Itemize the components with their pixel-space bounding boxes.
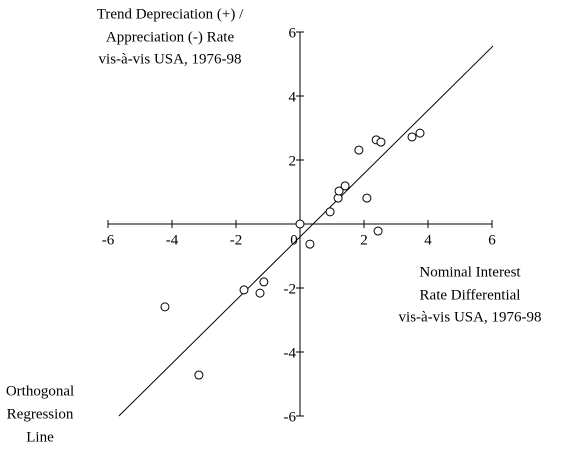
- line-label: Line: [26, 429, 54, 445]
- point: [255, 288, 265, 298]
- x-axis-label: vis-à-vis USA, 1976-98: [399, 309, 542, 325]
- point: [340, 181, 350, 191]
- point: [160, 302, 170, 312]
- point: [194, 370, 204, 380]
- x-axis-label: Nominal Interest: [419, 264, 521, 280]
- point: [334, 186, 344, 196]
- point: [325, 207, 335, 217]
- y-tick-label: -4: [284, 345, 297, 361]
- y-tick-label: -2: [284, 281, 297, 297]
- x-tick-label: 0: [290, 232, 298, 248]
- y-tick-label: -6: [284, 409, 297, 425]
- regression-line: [118, 45, 494, 417]
- y-axis-label: vis-à-vis USA, 1976-98: [99, 51, 242, 67]
- x-tick-label: -4: [166, 232, 179, 248]
- point: [415, 128, 425, 138]
- point: [305, 239, 315, 249]
- y-tick-label: 2: [289, 153, 297, 169]
- line-label: Regression: [7, 406, 74, 422]
- y-tick-label: 4: [289, 89, 297, 105]
- y-axis-label: Trend Depreciation (+) /: [97, 6, 244, 22]
- x-tick-label: 6: [488, 232, 496, 248]
- x-axis-label: Rate Differential: [420, 287, 521, 303]
- x-tick-label: 2: [360, 232, 368, 248]
- point: [295, 219, 305, 229]
- point: [354, 145, 364, 155]
- point: [362, 193, 372, 203]
- y-axis-label: Appreciation (-) Rate: [106, 29, 235, 45]
- point: [407, 132, 417, 142]
- point: [259, 277, 269, 287]
- x-tick-label: -6: [102, 232, 115, 248]
- x-tick-label: -2: [230, 232, 243, 248]
- point: [239, 285, 249, 295]
- point: [373, 226, 383, 236]
- line-label: Orthogonal: [6, 383, 74, 399]
- x-tick-label: 4: [424, 232, 432, 248]
- point: [376, 137, 386, 147]
- y-tick-label: 6: [289, 25, 297, 41]
